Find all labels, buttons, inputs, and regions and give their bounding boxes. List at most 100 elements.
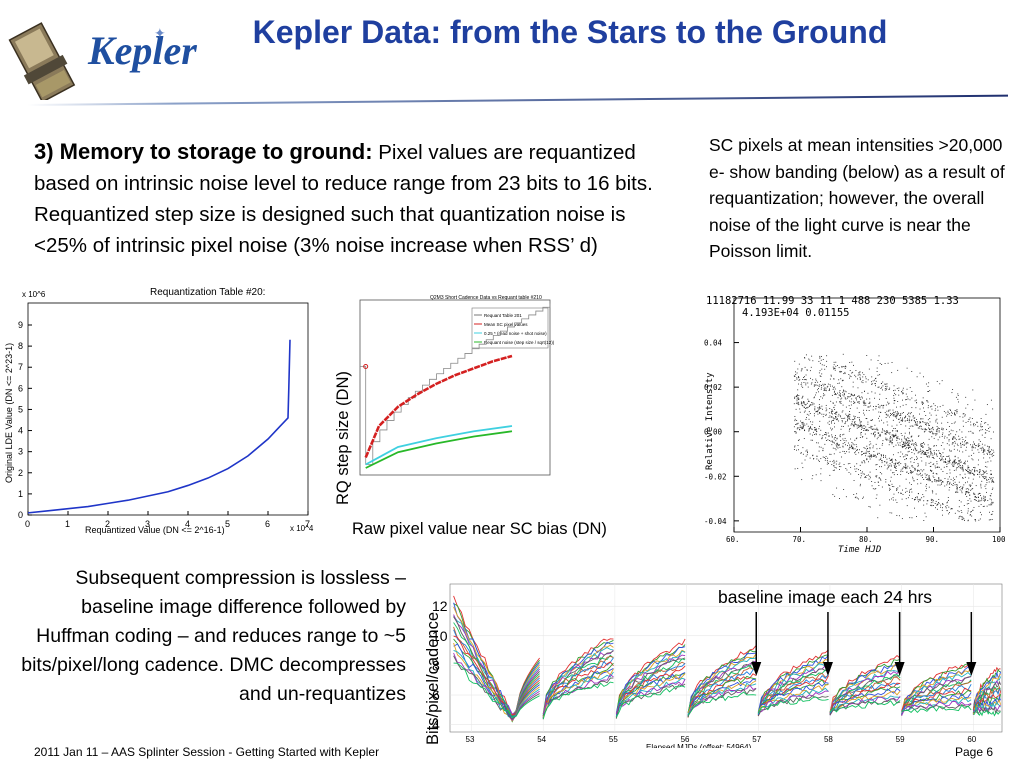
data-point — [844, 417, 846, 419]
data-point — [973, 452, 975, 454]
data-point — [982, 470, 984, 472]
data-point — [905, 415, 907, 417]
data-point — [805, 404, 806, 406]
data-point — [839, 371, 841, 373]
data-point — [972, 444, 974, 446]
data-point — [993, 431, 994, 433]
data-point — [829, 384, 831, 386]
data-point — [815, 392, 817, 394]
data-point — [865, 378, 867, 380]
series-line — [542, 638, 614, 720]
data-point — [801, 422, 803, 424]
data-point — [953, 437, 955, 439]
data-point — [844, 371, 846, 373]
data-point — [932, 426, 934, 428]
data-point — [845, 365, 847, 367]
data-point — [865, 430, 867, 431]
data-point — [910, 470, 912, 472]
data-point — [940, 455, 941, 457]
data-point — [913, 444, 915, 446]
data-point — [992, 487, 994, 489]
data-point — [797, 395, 799, 397]
data-point — [924, 473, 926, 475]
data-point — [964, 482, 966, 484]
data-point — [976, 474, 978, 475]
data-point — [847, 417, 849, 419]
data-point — [800, 403, 802, 405]
data-point — [858, 412, 860, 413]
data-point — [863, 425, 865, 427]
data-point — [959, 465, 961, 467]
data-point — [902, 420, 903, 422]
data-point — [826, 366, 828, 368]
data-point — [930, 499, 932, 501]
series-line — [829, 658, 901, 713]
arrow-head-icon — [894, 662, 905, 676]
data-point — [916, 402, 918, 404]
data-point — [884, 464, 886, 466]
data-point — [943, 455, 945, 457]
data-point — [935, 507, 936, 509]
data-point — [929, 390, 931, 392]
data-point — [949, 450, 951, 452]
data-point — [837, 442, 839, 444]
plot-frame — [359, 299, 551, 476]
data-point — [955, 410, 957, 412]
data-point — [983, 457, 985, 459]
data-point — [825, 390, 827, 392]
data-point — [928, 477, 930, 478]
data-point — [933, 457, 935, 459]
data-point — [804, 429, 805, 431]
data-point — [859, 470, 861, 471]
data-point — [919, 450, 921, 452]
chart-title: Q2M3 Short Cadence Data vs Requant table… — [430, 295, 542, 301]
data-point — [869, 448, 871, 450]
data-point — [928, 477, 930, 479]
data-point — [843, 393, 845, 395]
data-point — [937, 409, 939, 411]
data-point — [870, 454, 872, 456]
data-point — [972, 409, 974, 411]
data-point — [878, 417, 879, 419]
data-point — [983, 505, 985, 507]
data-point — [979, 495, 981, 496]
data-point — [881, 404, 883, 406]
data-point — [844, 423, 846, 425]
data-point — [935, 500, 937, 502]
data-point — [829, 440, 830, 441]
data-point — [908, 428, 910, 430]
data-point — [837, 383, 839, 384]
data-point — [912, 415, 914, 417]
data-point — [824, 459, 826, 461]
data-point — [988, 479, 990, 480]
data-point — [911, 425, 913, 427]
data-point — [977, 493, 979, 495]
data-point — [802, 386, 804, 388]
data-point — [983, 449, 985, 451]
data-point — [927, 452, 929, 454]
data-point — [891, 459, 893, 461]
data-point — [842, 391, 844, 393]
data-point — [853, 425, 855, 427]
series-line — [615, 683, 686, 719]
data-point — [923, 431, 925, 433]
data-point — [902, 444, 904, 446]
data-point — [919, 421, 921, 423]
data-point — [952, 430, 954, 432]
data-point — [856, 449, 858, 451]
data-point — [923, 451, 925, 453]
data-point — [877, 452, 879, 454]
data-point — [821, 364, 823, 366]
data-point — [891, 442, 893, 444]
data-point — [922, 418, 924, 420]
data-point — [948, 444, 950, 446]
data-point — [935, 414, 937, 416]
data-point — [894, 459, 896, 461]
data-point — [924, 512, 926, 514]
data-point — [871, 383, 873, 385]
data-point — [991, 481, 993, 483]
data-point — [953, 469, 955, 471]
data-point — [901, 492, 903, 494]
data-point — [958, 438, 960, 440]
data-point — [870, 425, 872, 427]
